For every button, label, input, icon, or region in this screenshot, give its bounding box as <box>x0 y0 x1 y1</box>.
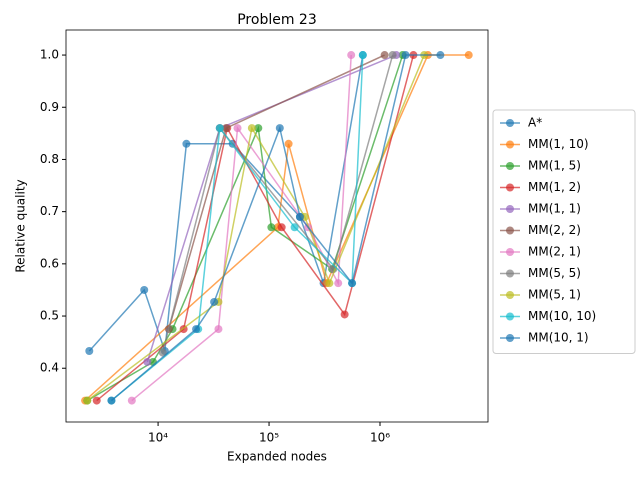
x-tick-label: 10⁶ <box>370 431 390 445</box>
data-point <box>325 279 334 288</box>
data-point <box>83 396 92 405</box>
data-point <box>182 139 191 148</box>
legend-marker <box>506 312 514 321</box>
legend-marker <box>506 140 514 149</box>
legend-box <box>492 109 636 354</box>
data-point <box>348 279 357 288</box>
y-tick-label: 1.0 <box>40 48 59 62</box>
data-point <box>277 223 286 232</box>
data-point <box>143 357 152 366</box>
y-tick-label: 0.7 <box>40 204 59 218</box>
legend-marker <box>506 162 514 170</box>
data-point <box>275 124 284 133</box>
data-point <box>210 297 219 306</box>
legend-marker <box>506 334 514 342</box>
data-point <box>127 396 136 405</box>
data-point <box>215 124 224 133</box>
legend-label: MM(1, 5) <box>528 159 581 173</box>
data-point <box>295 212 304 221</box>
x-tick-label: 10⁴ <box>148 431 168 445</box>
legend-marker <box>506 291 514 299</box>
data-point <box>254 124 263 133</box>
series-line <box>86 54 425 402</box>
x-tick-label: 10⁵ <box>259 431 279 445</box>
legend-label: MM(5, 1) <box>528 288 581 302</box>
data-point <box>107 396 116 405</box>
data-point <box>284 139 293 148</box>
y-tick-label: 0.4 <box>40 361 59 375</box>
legend-label: MM(1, 10) <box>528 137 589 151</box>
legend-marker <box>506 269 514 278</box>
legend-label: MM(2, 2) <box>528 223 581 237</box>
legend-label: MM(2, 1) <box>528 245 581 259</box>
data-point <box>222 124 231 133</box>
legend-label: A* <box>528 116 542 130</box>
data-point <box>267 223 276 232</box>
data-point <box>192 325 201 334</box>
data-point <box>233 124 242 133</box>
data-point <box>214 325 223 334</box>
x-axis-label: Expanded nodes <box>227 450 327 464</box>
legend-marker <box>506 183 514 192</box>
data-point <box>358 51 367 60</box>
data-point <box>436 51 445 60</box>
series-line <box>110 54 441 402</box>
data-point <box>92 396 101 405</box>
legend-label: MM(5, 5) <box>528 266 581 280</box>
series-line <box>110 55 364 402</box>
legend-label: MM(1, 1) <box>528 202 581 216</box>
y-tick-label: 0.9 <box>40 100 59 114</box>
y-tick-label: 0.8 <box>40 152 59 166</box>
legend-marker <box>506 119 514 127</box>
data-point <box>158 348 167 357</box>
data-point <box>347 51 356 60</box>
data-point <box>140 285 149 294</box>
data-point <box>464 51 473 60</box>
data-point <box>247 124 256 133</box>
data-point <box>380 51 389 60</box>
legend-marker <box>506 226 514 235</box>
y-axis-label: Relative quality <box>14 179 28 272</box>
data-point <box>334 279 343 288</box>
data-point <box>388 51 397 60</box>
series-line <box>161 54 394 353</box>
legend-marker <box>506 248 514 256</box>
y-tick-label: 0.6 <box>40 256 59 270</box>
plot-frame <box>65 29 489 423</box>
data-point <box>290 223 299 232</box>
legend-label: MM(1, 2) <box>528 180 581 194</box>
series-line <box>96 54 415 402</box>
series-line <box>88 54 364 352</box>
legend-label: MM(10, 10) <box>528 309 596 323</box>
legend-marker <box>506 205 514 213</box>
legend-label: MM(10, 1) <box>528 331 589 345</box>
y-tick-label: 0.5 <box>40 309 59 323</box>
chart-title: Problem 23 <box>237 12 317 28</box>
data-point <box>340 310 349 319</box>
data-point <box>401 51 410 60</box>
data-point <box>85 347 94 356</box>
